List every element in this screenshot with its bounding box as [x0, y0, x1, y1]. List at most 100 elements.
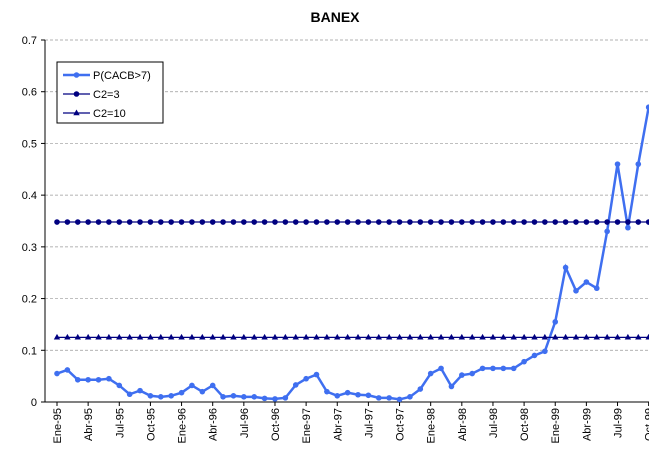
data-point — [427, 333, 434, 340]
data-point — [95, 333, 102, 340]
data-point — [251, 394, 258, 400]
x-tick-label: Oct-98 — [519, 408, 531, 441]
data-point — [251, 219, 258, 225]
data-point — [54, 219, 60, 225]
data-point — [417, 333, 424, 340]
data-point — [459, 372, 465, 378]
legend-marker — [73, 72, 80, 78]
series — [54, 104, 649, 403]
data-point — [355, 391, 361, 398]
data-point — [510, 365, 517, 372]
x-tick-label: Abr-97 — [332, 408, 344, 441]
data-point — [469, 370, 476, 377]
data-point — [479, 219, 486, 225]
data-point — [272, 219, 278, 225]
data-point — [624, 333, 632, 340]
data-point — [417, 386, 424, 392]
data-point — [261, 333, 268, 340]
data-point — [500, 365, 507, 372]
data-point — [604, 219, 610, 225]
data-point — [95, 219, 102, 225]
data-point — [645, 104, 649, 111]
data-point — [116, 382, 123, 389]
data-point — [106, 219, 112, 225]
x-tick-label: Jul-97 — [363, 408, 375, 438]
data-point — [573, 219, 579, 225]
data-point — [230, 219, 237, 225]
y-tick-label: 0.2 — [22, 294, 37, 306]
data-point — [520, 333, 528, 340]
data-point — [85, 219, 91, 225]
data-point — [437, 333, 445, 340]
data-point — [583, 219, 590, 225]
data-point — [355, 219, 361, 225]
data-point — [158, 394, 164, 400]
data-point — [635, 333, 642, 340]
data-point — [220, 219, 226, 225]
data-point — [74, 376, 81, 383]
data-point — [261, 395, 268, 402]
legend-label: C2=3 — [93, 89, 120, 101]
data-point — [458, 333, 466, 340]
data-point — [251, 333, 258, 340]
data-point — [158, 219, 164, 225]
x-tick-label: Ene-99 — [550, 408, 562, 443]
data-point — [241, 394, 247, 400]
data-point — [137, 387, 143, 394]
data-point — [542, 348, 548, 355]
data-point — [157, 333, 164, 340]
data-point — [396, 333, 403, 340]
x-tick-label: Oct-97 — [395, 408, 407, 441]
y-tick-label: 0.4 — [22, 190, 37, 202]
data-point — [365, 333, 372, 340]
data-point — [344, 333, 351, 340]
data-point — [375, 395, 382, 401]
data-point — [271, 333, 279, 340]
data-point — [645, 333, 649, 340]
x-tick-label: Jul-96 — [239, 408, 251, 438]
data-point — [375, 219, 382, 225]
data-point — [510, 333, 517, 340]
x-tick-label: Oct-96 — [270, 408, 282, 441]
data-point — [324, 219, 330, 225]
data-point — [199, 219, 206, 225]
data-point — [603, 333, 611, 340]
data-point — [116, 333, 123, 340]
data-point — [510, 219, 517, 225]
data-point — [583, 333, 590, 340]
data-point — [614, 161, 621, 167]
data-point — [645, 219, 649, 225]
series — [54, 219, 649, 225]
data-point — [593, 285, 600, 292]
data-point — [344, 219, 351, 225]
data-point — [635, 219, 642, 225]
data-point — [521, 219, 527, 225]
data-point — [490, 365, 496, 372]
data-point — [365, 392, 372, 399]
data-point — [230, 392, 237, 399]
data-point — [625, 219, 631, 225]
x-tick-label: Jul-95 — [114, 408, 126, 438]
data-point — [521, 358, 527, 365]
data-point — [105, 333, 113, 340]
data-point — [604, 228, 610, 235]
data-point — [531, 219, 538, 225]
data-point — [74, 333, 81, 340]
data-point — [303, 219, 309, 225]
data-point — [386, 395, 392, 401]
data-point — [635, 161, 642, 167]
data-point — [406, 333, 414, 340]
data-point — [199, 388, 206, 395]
data-point — [490, 219, 496, 225]
legend: P(CACB>7) C2=3 C2=10 — [56, 61, 164, 124]
y-tick-label: 0.1 — [22, 345, 37, 357]
chart-title: BANEX — [310, 9, 360, 25]
data-point — [219, 333, 227, 340]
data-point — [323, 333, 331, 340]
data-point — [64, 367, 71, 373]
x-tick-label: Ene-95 — [52, 408, 64, 443]
data-point — [167, 333, 175, 340]
x-tick-label: Jul-99 — [613, 408, 625, 438]
data-point — [241, 219, 247, 225]
